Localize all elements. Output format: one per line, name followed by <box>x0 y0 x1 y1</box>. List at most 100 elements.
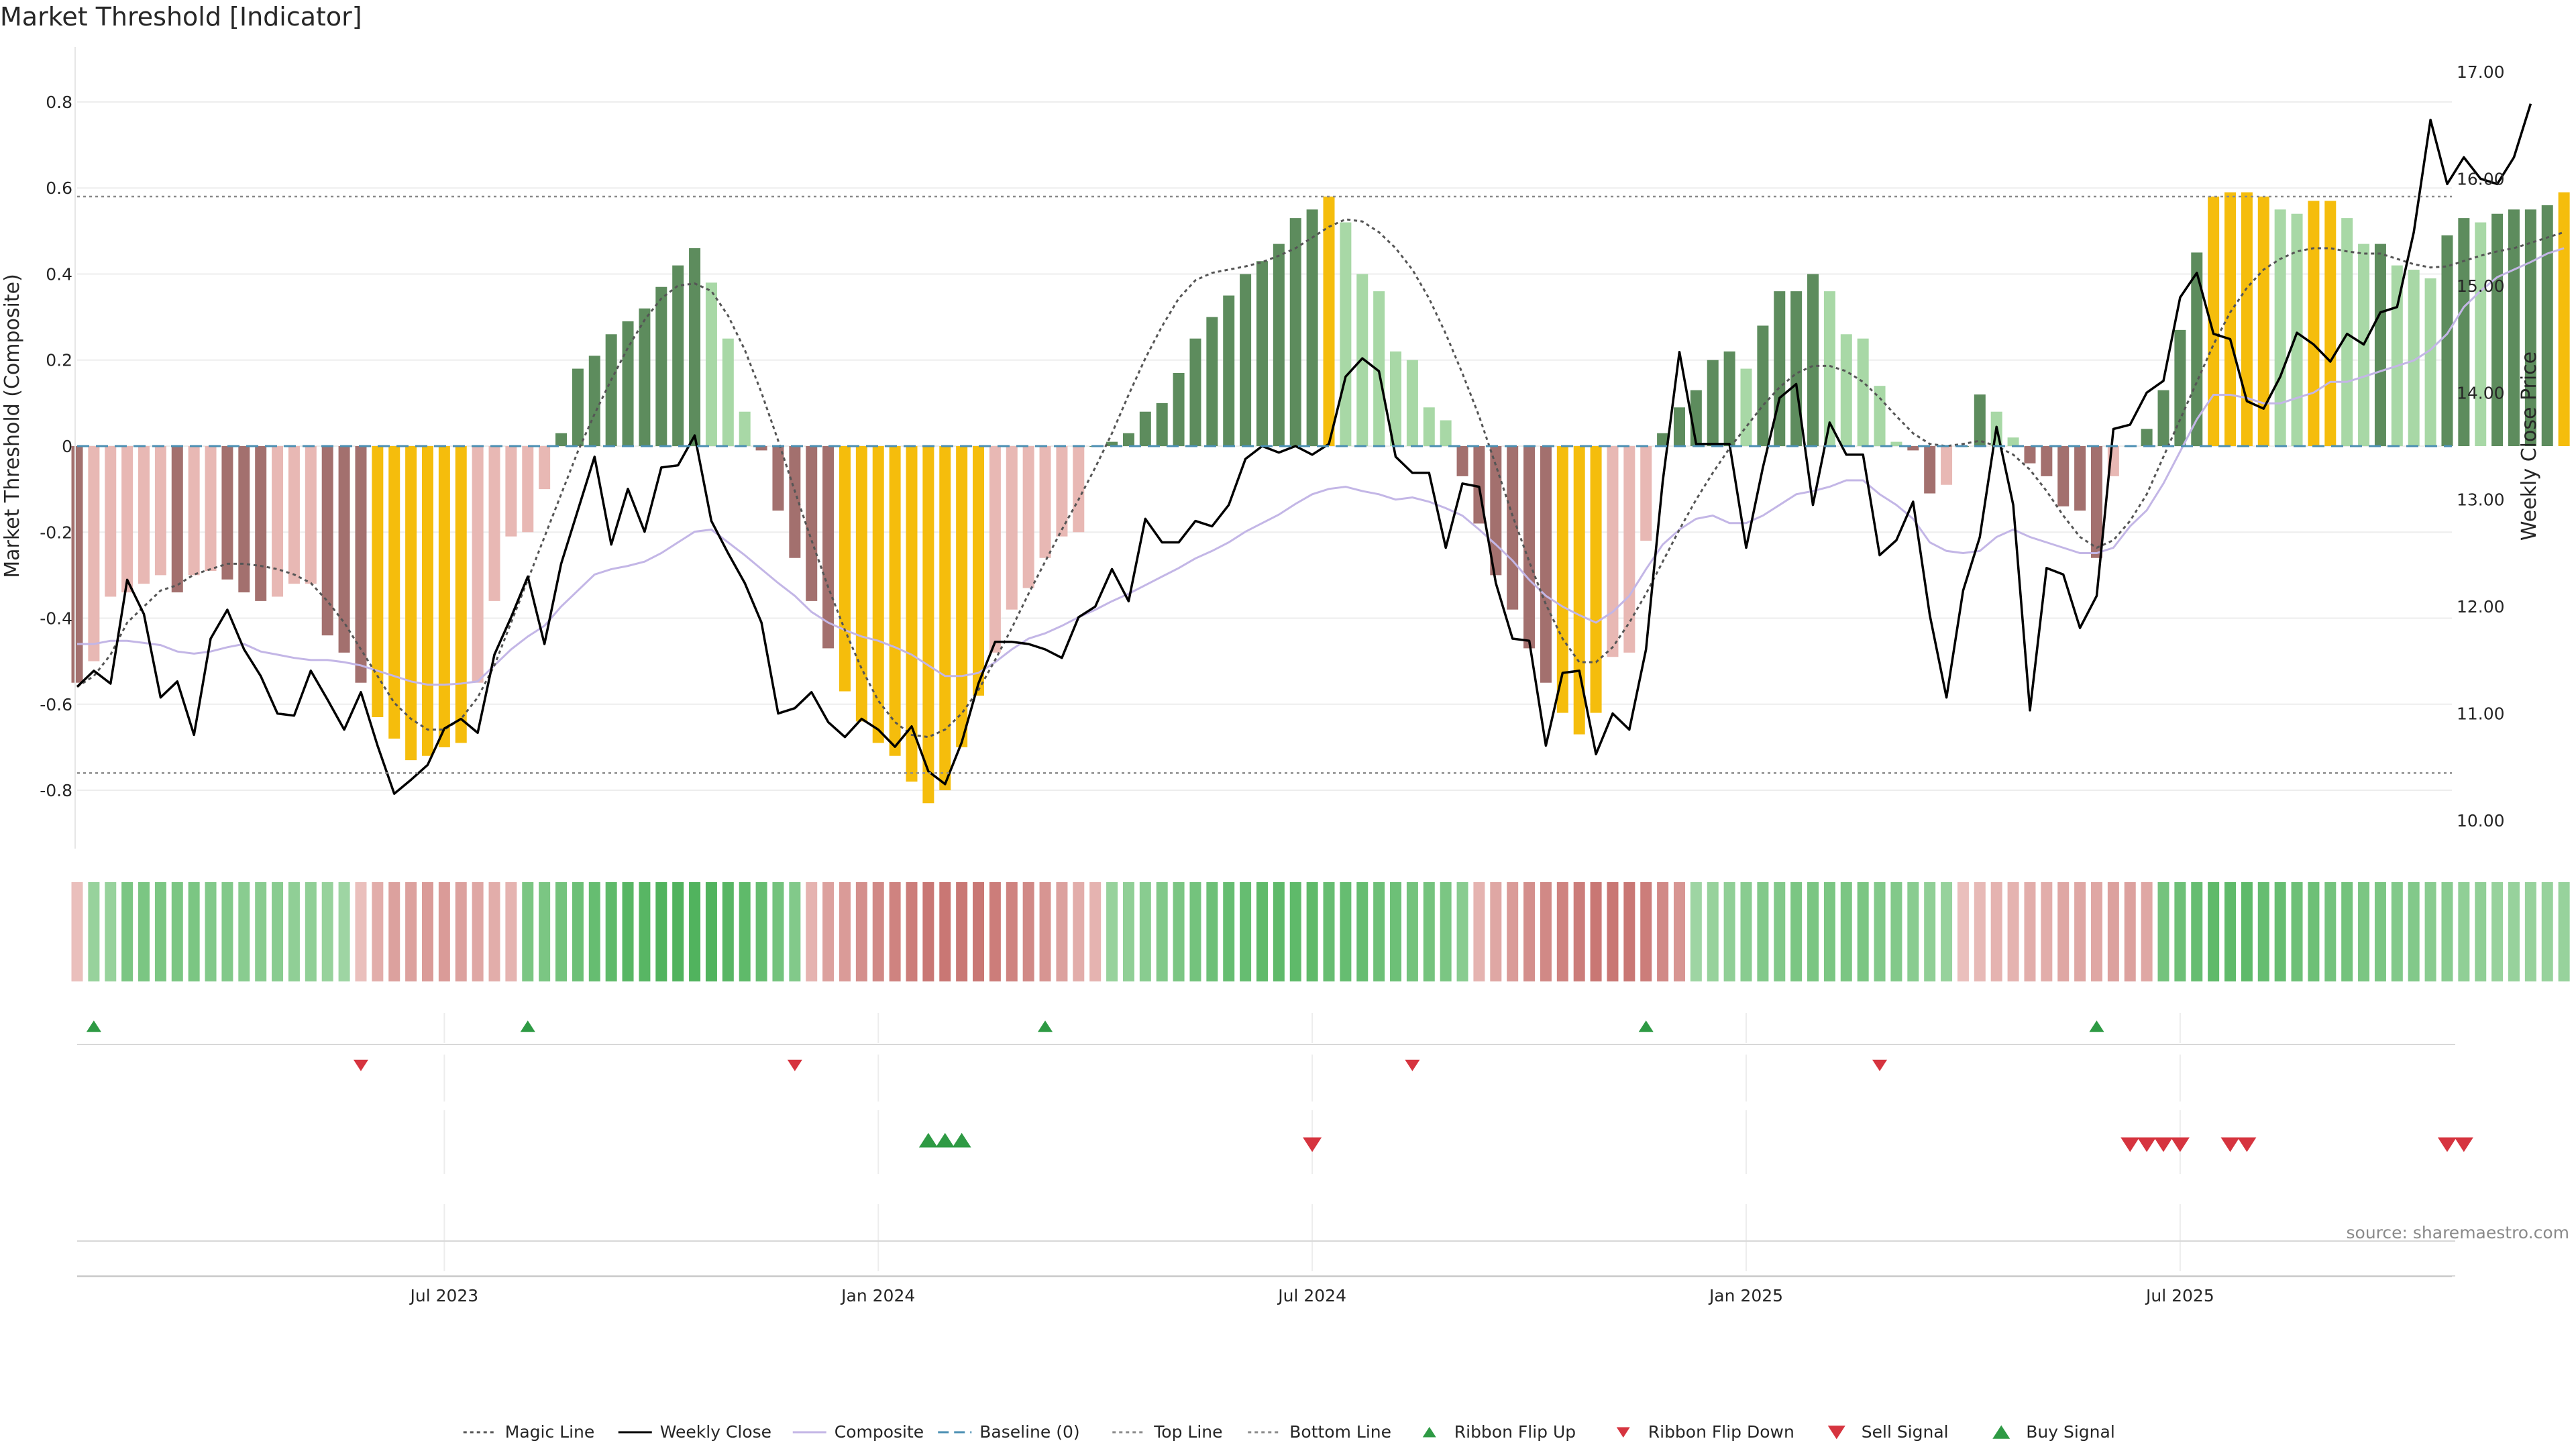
sell-signal-marker <box>2137 1137 2157 1152</box>
composite-bar <box>689 248 701 446</box>
ribbon-cell <box>1657 882 1669 981</box>
legend-label: Composite <box>835 1422 924 1442</box>
sell-signal-marker <box>1303 1137 1322 1152</box>
composite-bar <box>1640 446 1652 541</box>
composite-bar <box>1056 446 1068 537</box>
ribbon-flip-up-marker <box>1038 1020 1053 1032</box>
composite-bar <box>1556 446 1568 713</box>
ribbon-cell <box>405 882 417 981</box>
composite-bar <box>1390 351 1402 446</box>
ribbon-cell <box>472 882 484 981</box>
composite-bar <box>305 446 317 584</box>
ribbon-cell <box>1223 882 1235 981</box>
x-tick: Jul 2025 <box>2145 1286 2214 1305</box>
composite-bar <box>822 446 835 649</box>
ribbon-cell <box>1390 882 1402 981</box>
ribbon-cell <box>672 882 684 981</box>
ribbon-cell <box>1857 882 1869 981</box>
ribbon-cell <box>1840 882 1852 981</box>
ribbon-cell <box>1289 882 1301 981</box>
ribbon-cell <box>2141 882 2153 981</box>
y-tick-left: 0.8 <box>46 93 72 112</box>
ribbon-cell <box>1073 882 1085 981</box>
composite-bar <box>2541 205 2553 446</box>
ribbon-cell <box>1273 882 1285 981</box>
legend-item: Ribbon Flip Down <box>1616 1422 1794 1442</box>
ribbon-cell <box>839 882 851 981</box>
ribbon-cell <box>1740 882 1752 981</box>
composite-bar <box>555 433 568 446</box>
ribbon-cell <box>1456 882 1468 981</box>
composite-bar <box>288 446 300 584</box>
ribbon-cell <box>2458 882 2470 981</box>
ribbon-cell <box>1974 882 1986 981</box>
composite-bar <box>1907 446 1919 451</box>
series-lines <box>76 103 2565 795</box>
ribbon-cell <box>105 882 117 981</box>
ribbon-cell <box>1924 882 1936 981</box>
ribbon-cell <box>1757 882 1769 981</box>
composite-bar <box>889 446 901 756</box>
axes: -0.8 -0.6 -0.4 -0.2 0 0.2 0.4 0.6 0.8 10.00 11.00 1… <box>40 47 2505 1305</box>
ribbon-cell <box>1573 882 1585 981</box>
composite-bar <box>1022 446 1034 588</box>
ribbon-cell <box>2541 882 2553 981</box>
y-tick-right: 12.00 <box>2457 597 2505 616</box>
composite-bar <box>1139 411 1151 446</box>
composite-bar <box>872 446 884 743</box>
composite-bar <box>2274 209 2286 446</box>
composite-bar <box>388 446 400 739</box>
ribbon-cell <box>1473 882 1485 981</box>
composite-bar <box>973 446 985 696</box>
ribbon-cell <box>1440 882 1452 981</box>
ribbon-cell <box>2090 882 2102 981</box>
composite-bar <box>121 446 133 593</box>
composite-bar <box>2208 197 2220 446</box>
ribbon-flip-up-marker <box>2089 1020 2104 1032</box>
composite-bar <box>622 321 634 446</box>
composite-bar <box>2391 265 2403 446</box>
reference-lines <box>77 195 2452 774</box>
ribbon-cell <box>1340 882 1352 981</box>
ribbon-cell <box>1907 882 1919 981</box>
composite-bar <box>605 334 617 446</box>
composite-bar <box>789 446 801 558</box>
ribbon-cell <box>88 882 100 981</box>
composite-bar <box>1423 407 1435 446</box>
ribbon-cell <box>2475 882 2487 981</box>
ribbon-cell <box>755 882 767 981</box>
composite-bar <box>1006 446 1018 610</box>
legend-item: Weekly Close <box>618 1422 771 1442</box>
ribbon-cell <box>1173 882 1185 981</box>
ribbon-cell <box>906 882 918 981</box>
composite-bar <box>1857 338 1869 446</box>
ribbon-cell <box>739 882 751 981</box>
ribbon-cell <box>2424 882 2436 981</box>
ribbon-cell <box>655 882 667 981</box>
composite-bar <box>255 446 267 601</box>
legend-label: Weekly Close <box>660 1422 771 1442</box>
ribbon-cell <box>1990 882 2002 981</box>
source-note: source: sharemaestro.com <box>2347 1223 2570 1242</box>
ribbon-cell <box>2041 882 2053 981</box>
ribbon-cell <box>1022 882 1034 981</box>
composite-bar <box>772 446 784 511</box>
composite-bar <box>1240 274 1252 446</box>
ribbon-cell <box>1306 882 1318 981</box>
ribbon-cell <box>2308 882 2320 981</box>
composite-bar <box>1073 446 1085 533</box>
composite-bar <box>989 446 1001 653</box>
ribbon-flip-down-marker <box>353 1059 368 1071</box>
composite-bar <box>338 446 350 653</box>
composite-bar <box>1156 402 1168 446</box>
ribbon-cell <box>588 882 600 981</box>
composite-bar <box>2308 201 2320 446</box>
ribbon-cell <box>2324 882 2337 981</box>
ribbon-cell <box>221 882 233 981</box>
ribbon-cell <box>1640 882 1652 981</box>
ribbon-cell <box>1540 882 1552 981</box>
composite-bar <box>2424 278 2436 446</box>
ribbon-cell <box>2341 882 2353 981</box>
composite-bar <box>1974 394 1986 446</box>
ribbon-cell <box>1707 882 1719 981</box>
